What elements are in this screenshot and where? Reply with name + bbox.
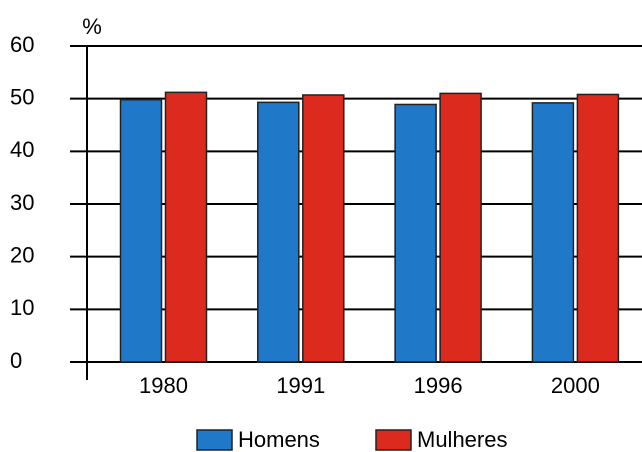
y-tick-label: 40 (10, 137, 34, 162)
y-tick-label: 0 (10, 348, 22, 373)
x-tick-label: 1980 (139, 373, 188, 398)
bar (257, 101, 300, 363)
legend-swatch (196, 429, 233, 451)
bar (531, 102, 575, 363)
bar (576, 93, 620, 363)
y-tick-label: 20 (10, 242, 34, 267)
bar (164, 91, 208, 363)
x-tick-label: 1991 (276, 373, 325, 398)
legend-label: Homens (238, 427, 320, 452)
bar (302, 94, 345, 363)
x-tick-label: 1996 (414, 373, 463, 398)
legend-swatch (375, 429, 412, 451)
bar (394, 103, 437, 363)
x-tick-label: 2000 (551, 373, 600, 398)
y-tick-label: 30 (10, 190, 34, 215)
legend-label: Mulheres (417, 427, 507, 452)
bar (119, 98, 163, 363)
bar (439, 92, 482, 363)
y-tick-label: 50 (10, 84, 34, 109)
y-tick-label: 60 (10, 32, 34, 57)
y-axis-label: % (82, 14, 102, 39)
y-tick-label: 10 (10, 295, 34, 320)
